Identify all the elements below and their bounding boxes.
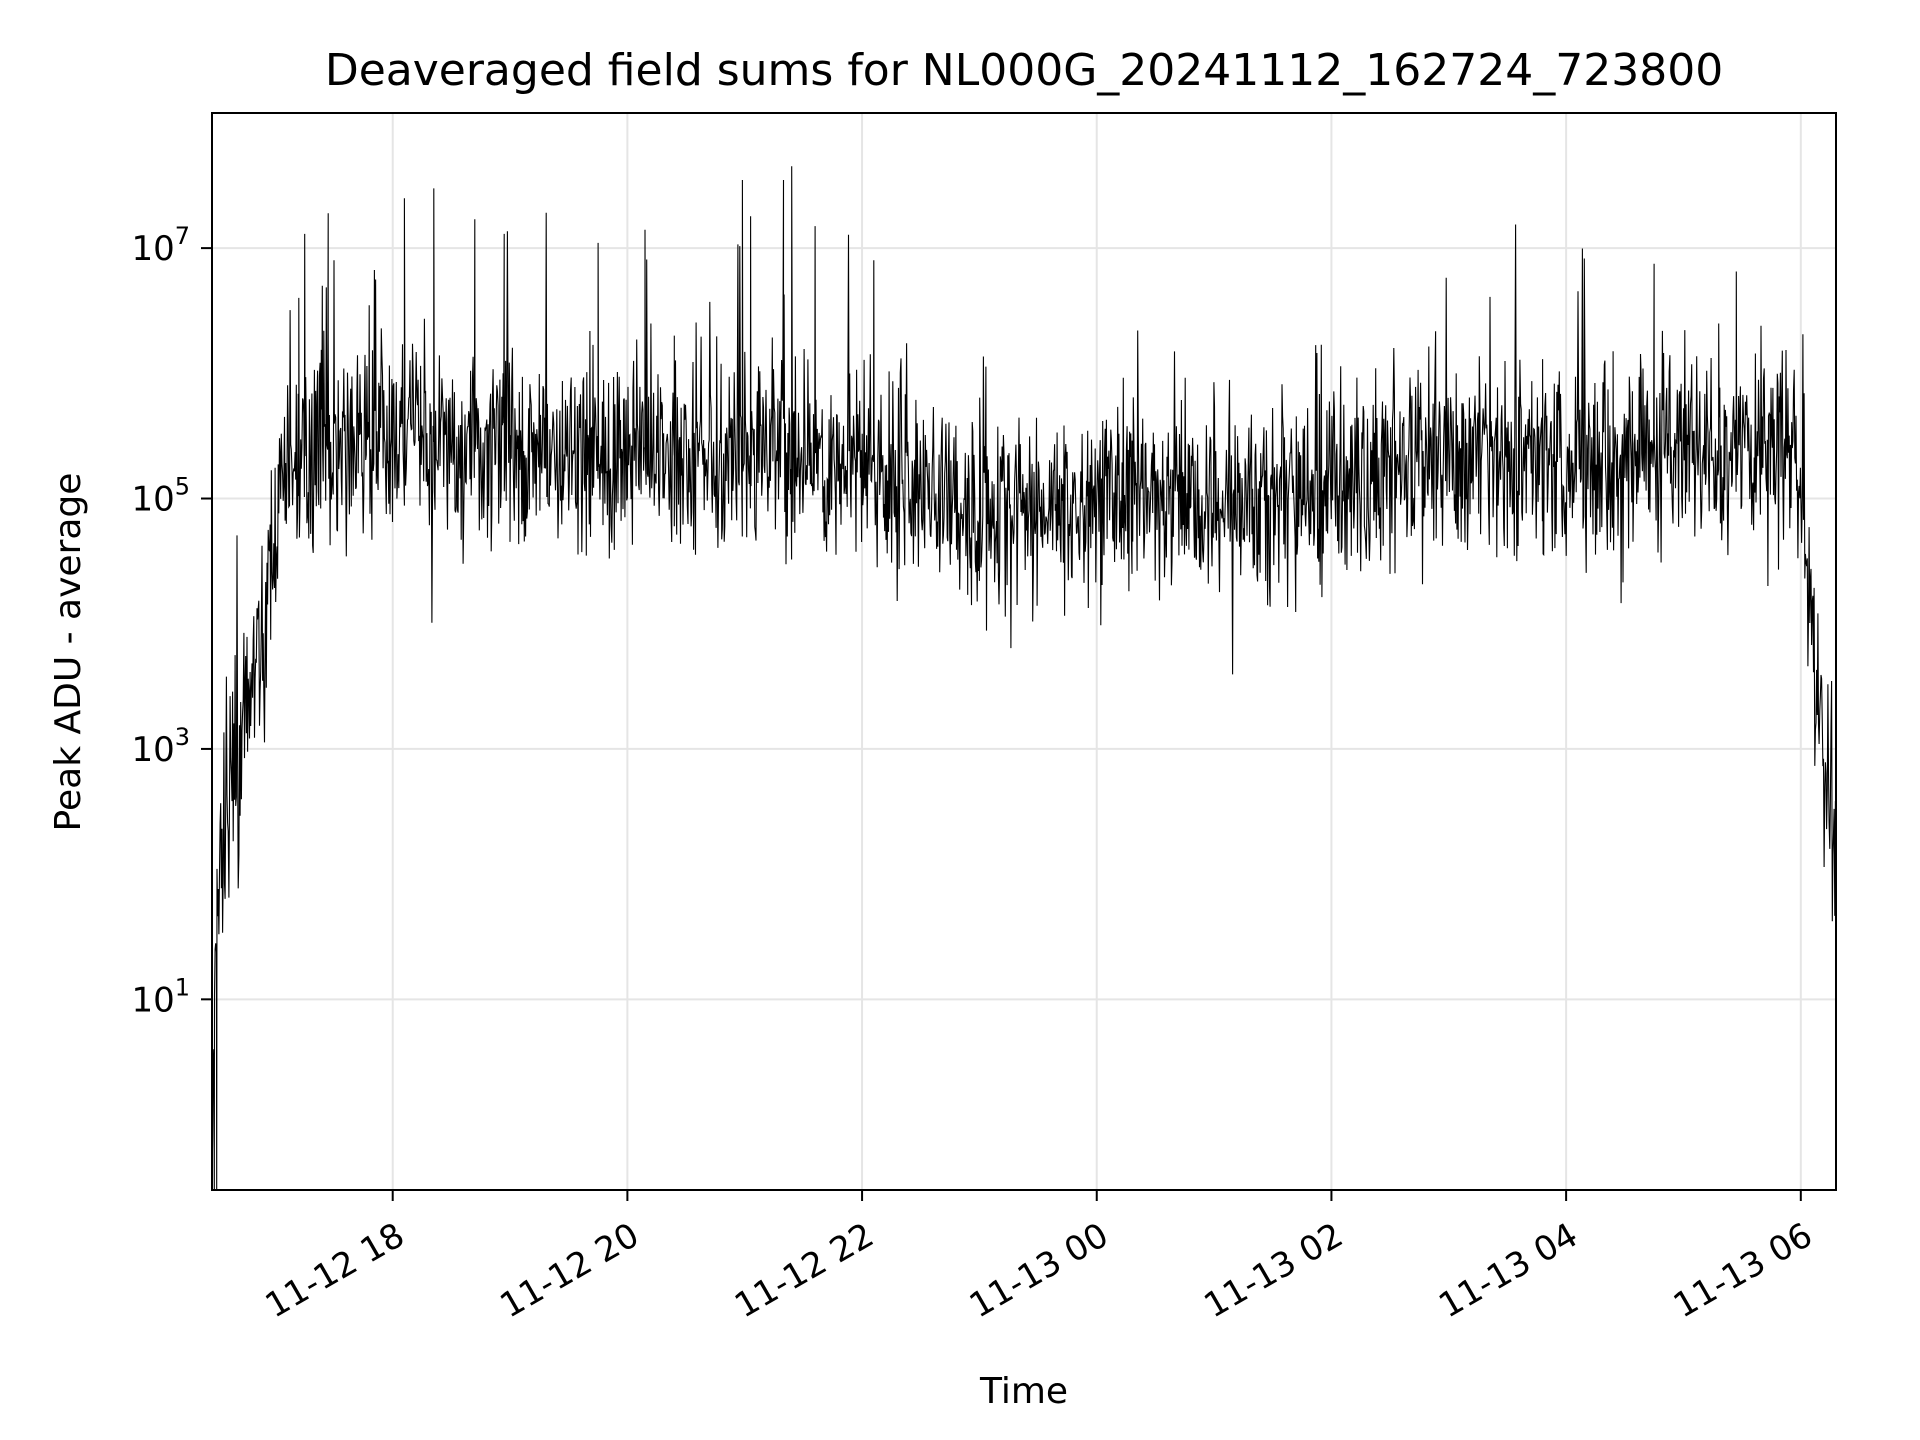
plot-frame	[211, 112, 1837, 1191]
series-layer	[211, 166, 1837, 1191]
y-tick-base: 10	[131, 480, 174, 520]
chart-title: Deaveraged field sums for NL000G_2024111…	[325, 45, 1723, 96]
y-tick-base: 10	[131, 229, 174, 269]
x-axis-label: Time	[979, 1371, 1068, 1412]
y-tick-base: 10	[131, 730, 174, 770]
y-tick-exponent: 1	[175, 973, 190, 1001]
grid-lines	[212, 113, 1836, 1190]
y-axis-label: Peak ADU - average	[48, 473, 89, 832]
y-tick-base: 10	[131, 980, 174, 1020]
y-tick-label: 105	[131, 473, 190, 520]
y-tick-label: 107	[131, 222, 190, 269]
series-line-peak-adu	[211, 166, 1837, 1191]
y-tick-exponent: 7	[175, 222, 190, 250]
y-tick-exponent: 5	[175, 473, 190, 501]
y-tick-exponent: 3	[175, 723, 190, 751]
y-tick-label: 101	[131, 973, 190, 1020]
y-tick-label: 103	[131, 723, 190, 770]
